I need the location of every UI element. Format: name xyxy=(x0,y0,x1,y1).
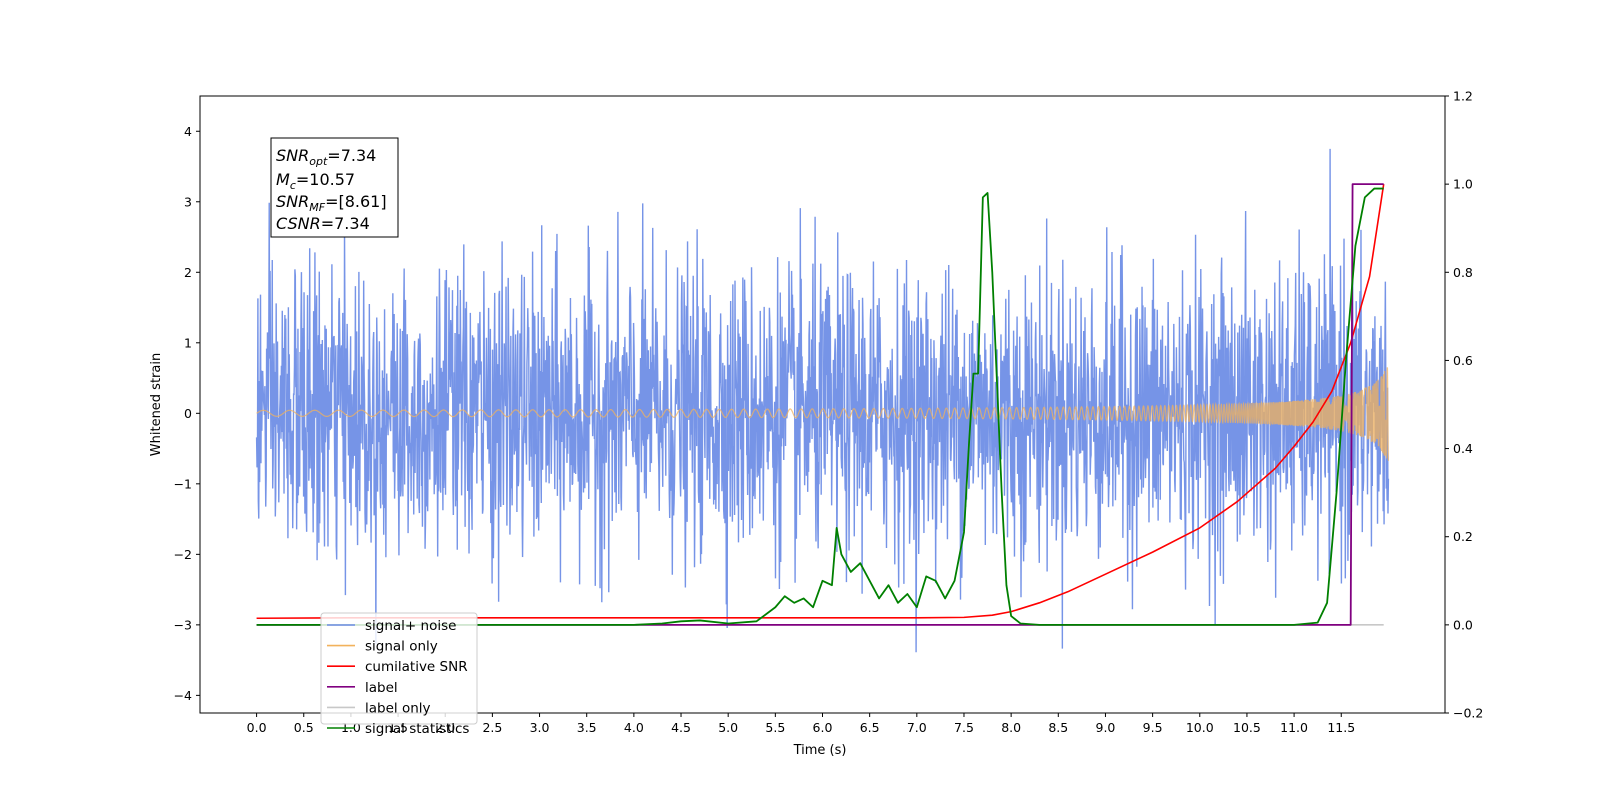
legend-label: signal+ noise xyxy=(365,618,456,634)
legend-label: label only xyxy=(365,700,431,716)
x-tick-label: 5.5 xyxy=(765,720,785,735)
legend-label: cumilative SNR xyxy=(365,659,468,675)
legend: signal+ noise signal only cumilative SNR la… xyxy=(320,612,478,737)
legend-frame xyxy=(320,612,478,725)
series-label xyxy=(256,183,1384,626)
y-tick-label-right: 1.0 xyxy=(1453,177,1473,192)
y-tick-label-right: 1.2 xyxy=(1453,89,1473,104)
y-tick-label-right: 0.0 xyxy=(1453,617,1473,632)
series-cumulative-snr xyxy=(256,184,1385,620)
y-axis-right: 1.2 1.0 0.8 0.6 0.4 0.2 0.0 −0.2 xyxy=(1445,89,1483,721)
y-tick-label-left: −3 xyxy=(174,617,192,632)
y-tick-label-left: −4 xyxy=(174,688,192,703)
series-signal-noise xyxy=(255,148,1390,653)
x-tick-label: 8.0 xyxy=(1001,720,1021,735)
y-tick-label-right: −0.2 xyxy=(1453,706,1483,721)
x-tick-label: 4.0 xyxy=(624,720,644,735)
x-tick-label: 2.5 xyxy=(482,720,502,735)
legend-label: signal statistics xyxy=(365,721,469,737)
x-tick-label: 11.0 xyxy=(1280,720,1308,735)
y-tick-label-right: 0.8 xyxy=(1453,265,1473,280)
x-tick-label: 6.0 xyxy=(813,720,833,735)
x-tick-label: 11.5 xyxy=(1327,720,1355,735)
y-tick-label-left: 1 xyxy=(184,335,192,350)
y-tick-label-right: 0.2 xyxy=(1453,529,1473,544)
x-tick-label: 0.0 xyxy=(247,720,267,735)
x-tick-label: 9.0 xyxy=(1096,720,1116,735)
info-box: SNRopt=7.34 Mc=10.57 SNRMF=[8.61] CSNR=7… xyxy=(270,137,399,238)
x-tick-label: 7.5 xyxy=(954,720,974,735)
info-line-csnr: CSNR=7.34 xyxy=(276,214,370,233)
x-tick-label: 9.5 xyxy=(1143,720,1163,735)
legend-label: signal only xyxy=(365,639,438,655)
y-tick-label-right: 0.6 xyxy=(1453,353,1473,368)
x-tick-label: 3.5 xyxy=(577,720,597,735)
legend-label: label xyxy=(365,680,398,696)
y-tick-label-left: −2 xyxy=(174,547,192,562)
x-tick-label: 3.0 xyxy=(530,720,550,735)
y-tick-label-left: 2 xyxy=(184,265,192,280)
x-tick-label: 10.0 xyxy=(1186,720,1214,735)
x-tick-label: 7.0 xyxy=(907,720,927,735)
x-tick-label: 8.5 xyxy=(1048,720,1068,735)
y-tick-label-left: −1 xyxy=(174,476,192,491)
x-tick-label: 0.5 xyxy=(294,720,314,735)
info-line-snr-opt: SNRopt=7.34 xyxy=(276,146,376,168)
x-tick-label: 5.0 xyxy=(718,720,738,735)
info-line-mc: Mc=10.57 xyxy=(276,170,355,192)
y-axis-label: Whitened strain xyxy=(149,353,164,456)
y-tick-label-right: 0.4 xyxy=(1453,441,1473,456)
x-tick-label: 4.5 xyxy=(671,720,691,735)
y-tick-label-left: 4 xyxy=(184,124,192,139)
info-line-snr-mf: SNRMF=[8.61] xyxy=(276,192,387,214)
y-tick-label-left: 3 xyxy=(184,194,192,209)
y-tick-label-left: 0 xyxy=(184,406,192,421)
x-tick-label: 6.5 xyxy=(860,720,880,735)
x-tick-label: 10.5 xyxy=(1233,720,1261,735)
series-signal-statistics xyxy=(256,187,1384,626)
series-signal-only xyxy=(256,367,1390,461)
y-axis-left: 4 3 2 1 0 −1 −2 −3 −4 xyxy=(174,124,200,703)
x-axis-label: Time (s) xyxy=(793,743,847,758)
